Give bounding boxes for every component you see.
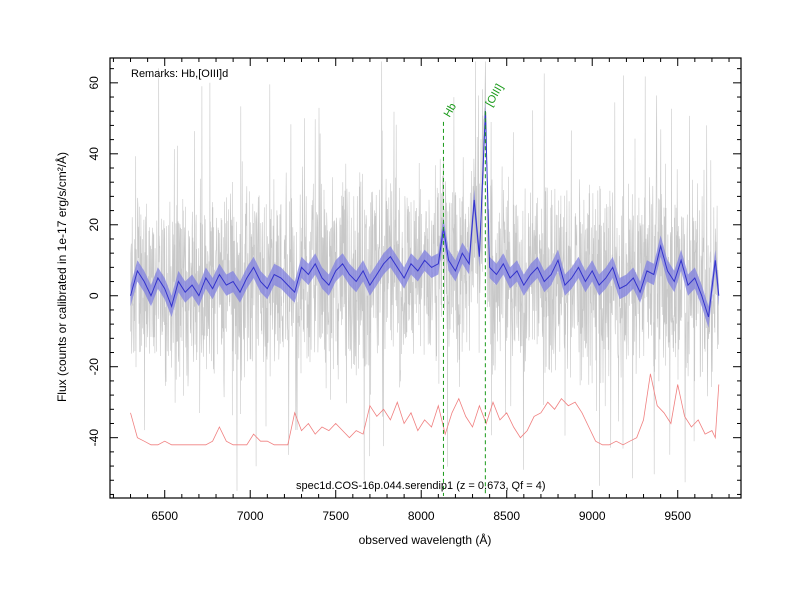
x-tick-label: 7000 [237,509,264,523]
y-tick-label: 60 [87,76,101,90]
x-tick-label: 8000 [408,509,435,523]
smoothed-uncertainty-band [130,100,719,328]
x-tick-label: 6500 [151,509,178,523]
smoothed-band [130,100,719,328]
smoothed-flux-series [130,111,720,318]
y-tick-label: -40 [87,429,101,447]
error-line [130,373,720,446]
y-tick-label: 40 [87,147,101,161]
plot-frame [109,57,742,499]
y-axis-title: Flux (counts or calibrated in 1e-17 erg/… [54,152,69,402]
x-tick-label: 9500 [664,509,691,523]
error-series [130,373,720,446]
axes: 6500 7000 7500 8000 8500 9000 9500 -40 -20 0 20 40 6… [87,57,742,523]
x-axis-title: observed wavelength (Å) [359,532,492,547]
raw-flux-series [130,61,719,491]
y-tick-label: -20 [87,358,101,376]
raw-flux-line [130,61,719,491]
emission-line-label: Hb [442,101,459,119]
x-tick-label: 9000 [579,509,606,523]
y-tick-label: 0 [87,292,101,299]
remarks-text: Remarks: Hb,[OIII]d [131,68,228,80]
emission-line-label: [OIII] [484,82,506,109]
x-tick-label: 7500 [322,509,349,523]
x-tick-label: 8500 [493,509,520,523]
y-tick-label: 20 [87,218,101,232]
spectrum-id-text: spec1d.COS-16p.044.serendip1 (z = 0.673,… [296,480,545,492]
smoothed-flux-line [130,111,720,318]
